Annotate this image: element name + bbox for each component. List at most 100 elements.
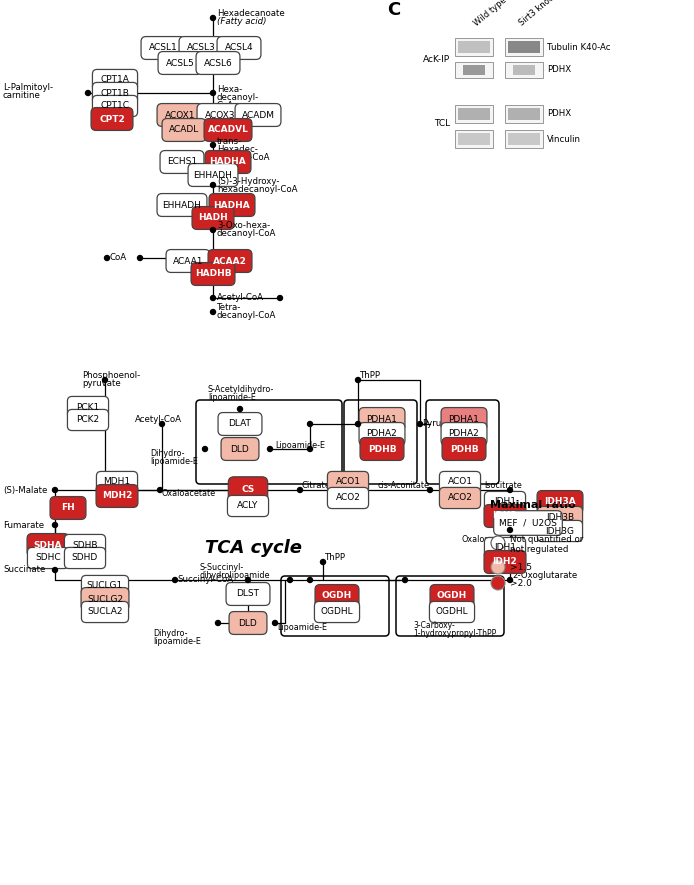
Text: PDHA2: PDHA2 xyxy=(448,429,480,438)
Text: 2-Oxoglutarate: 2-Oxoglutarate xyxy=(512,571,577,580)
Text: 1-hydroxypropyl-ThPP: 1-hydroxypropyl-ThPP xyxy=(413,628,496,637)
Text: decanoyl-CoA: decanoyl-CoA xyxy=(217,312,276,320)
Text: MEF  /  U2OS: MEF / U2OS xyxy=(499,519,557,527)
Circle shape xyxy=(210,182,216,188)
Text: ACAA2: ACAA2 xyxy=(213,257,247,266)
FancyBboxPatch shape xyxy=(162,119,206,142)
Text: Dihydro-: Dihydro- xyxy=(153,628,187,637)
Bar xyxy=(508,108,540,120)
Circle shape xyxy=(53,488,58,492)
Text: >1.5: >1.5 xyxy=(510,563,532,572)
Text: Dihydro-: Dihydro- xyxy=(150,450,185,458)
Text: OGDHL: OGDHL xyxy=(436,607,468,617)
Circle shape xyxy=(103,378,108,382)
Text: HADHB: HADHB xyxy=(195,270,231,279)
Circle shape xyxy=(246,578,251,582)
Text: lipoamide-E: lipoamide-E xyxy=(150,458,198,466)
FancyBboxPatch shape xyxy=(81,575,128,596)
Text: DLD: DLD xyxy=(239,619,257,627)
Bar xyxy=(458,133,490,145)
Text: IDH2: IDH2 xyxy=(493,558,517,566)
FancyBboxPatch shape xyxy=(197,104,243,127)
Bar xyxy=(455,130,493,148)
Circle shape xyxy=(216,620,221,626)
Circle shape xyxy=(237,406,242,412)
Text: SDHD: SDHD xyxy=(72,553,98,563)
Text: ACADM: ACADM xyxy=(242,111,275,119)
Text: Wild type: Wild type xyxy=(472,0,508,28)
Text: decanoyl-: decanoyl- xyxy=(217,93,260,102)
Text: PCK2: PCK2 xyxy=(76,415,99,425)
Text: Tetra-: Tetra- xyxy=(217,304,242,312)
Text: Oxalosuccinate: Oxalosuccinate xyxy=(462,535,524,544)
Bar xyxy=(455,38,493,56)
FancyBboxPatch shape xyxy=(179,36,223,59)
Text: SUCLG2: SUCLG2 xyxy=(87,595,123,604)
Text: ACOX3: ACOX3 xyxy=(205,111,235,119)
FancyBboxPatch shape xyxy=(441,408,487,430)
Text: ACSL5: ACSL5 xyxy=(166,58,194,67)
Text: IDH3B: IDH3B xyxy=(546,512,574,521)
Text: PDHB: PDHB xyxy=(368,444,396,453)
Circle shape xyxy=(278,296,282,301)
FancyBboxPatch shape xyxy=(160,150,204,173)
Circle shape xyxy=(203,447,208,451)
Text: HADHA: HADHA xyxy=(210,158,246,166)
FancyBboxPatch shape xyxy=(228,477,268,504)
FancyBboxPatch shape xyxy=(439,472,480,493)
Text: >2.0: >2.0 xyxy=(510,579,532,588)
Circle shape xyxy=(173,578,178,582)
FancyBboxPatch shape xyxy=(166,250,210,273)
FancyBboxPatch shape xyxy=(157,104,203,127)
Text: ACAA1: ACAA1 xyxy=(173,257,203,266)
Circle shape xyxy=(418,421,423,427)
Text: dihydrolipoamide: dihydrolipoamide xyxy=(200,572,271,581)
FancyBboxPatch shape xyxy=(81,602,128,622)
Text: DLST: DLST xyxy=(237,589,260,598)
FancyBboxPatch shape xyxy=(67,396,108,418)
Text: (Fatty acid): (Fatty acid) xyxy=(217,18,266,27)
FancyBboxPatch shape xyxy=(204,119,252,142)
FancyBboxPatch shape xyxy=(315,585,359,607)
FancyBboxPatch shape xyxy=(226,582,270,605)
Bar xyxy=(463,65,485,75)
Circle shape xyxy=(210,142,216,148)
Text: ACO1: ACO1 xyxy=(448,478,473,487)
FancyBboxPatch shape xyxy=(209,194,255,217)
FancyBboxPatch shape xyxy=(442,437,486,460)
Circle shape xyxy=(403,578,407,582)
Text: CPT1C: CPT1C xyxy=(101,102,130,111)
FancyBboxPatch shape xyxy=(217,36,261,59)
Text: CoA: CoA xyxy=(217,101,234,110)
FancyBboxPatch shape xyxy=(221,437,259,460)
Text: Fumarate: Fumarate xyxy=(3,520,44,529)
FancyBboxPatch shape xyxy=(218,412,262,435)
Text: ACSL6: ACSL6 xyxy=(203,58,232,67)
Text: trans-: trans- xyxy=(217,136,242,145)
FancyBboxPatch shape xyxy=(537,520,582,542)
Text: IDH1: IDH1 xyxy=(494,497,516,506)
Circle shape xyxy=(491,560,505,574)
Text: Hexadec-: Hexadec- xyxy=(217,144,258,153)
Text: Sirt3 knockout: Sirt3 knockout xyxy=(518,0,570,28)
FancyBboxPatch shape xyxy=(228,496,269,517)
Circle shape xyxy=(428,488,432,492)
Circle shape xyxy=(210,90,216,96)
Text: CPT1A: CPT1A xyxy=(101,75,130,84)
Bar xyxy=(458,108,490,120)
FancyBboxPatch shape xyxy=(28,548,69,568)
Text: S-Succinyl-: S-Succinyl- xyxy=(200,564,244,573)
Text: PDHB: PDHB xyxy=(450,444,478,453)
FancyBboxPatch shape xyxy=(314,602,359,622)
Text: Maximal ratio: Maximal ratio xyxy=(490,500,575,510)
Text: Acetyl-CoA: Acetyl-CoA xyxy=(217,294,264,303)
Text: lipoamide-E: lipoamide-E xyxy=(208,394,256,403)
Text: TCL: TCL xyxy=(434,119,450,128)
Text: HADH: HADH xyxy=(198,213,228,222)
Circle shape xyxy=(53,567,58,573)
Text: Succinyl-CoA: Succinyl-CoA xyxy=(177,575,233,584)
Text: PDHA1: PDHA1 xyxy=(448,414,480,424)
Text: Phosphoenol-: Phosphoenol- xyxy=(82,371,140,380)
Text: SUCLA2: SUCLA2 xyxy=(87,607,123,617)
Text: IDH3A: IDH3A xyxy=(544,497,576,506)
